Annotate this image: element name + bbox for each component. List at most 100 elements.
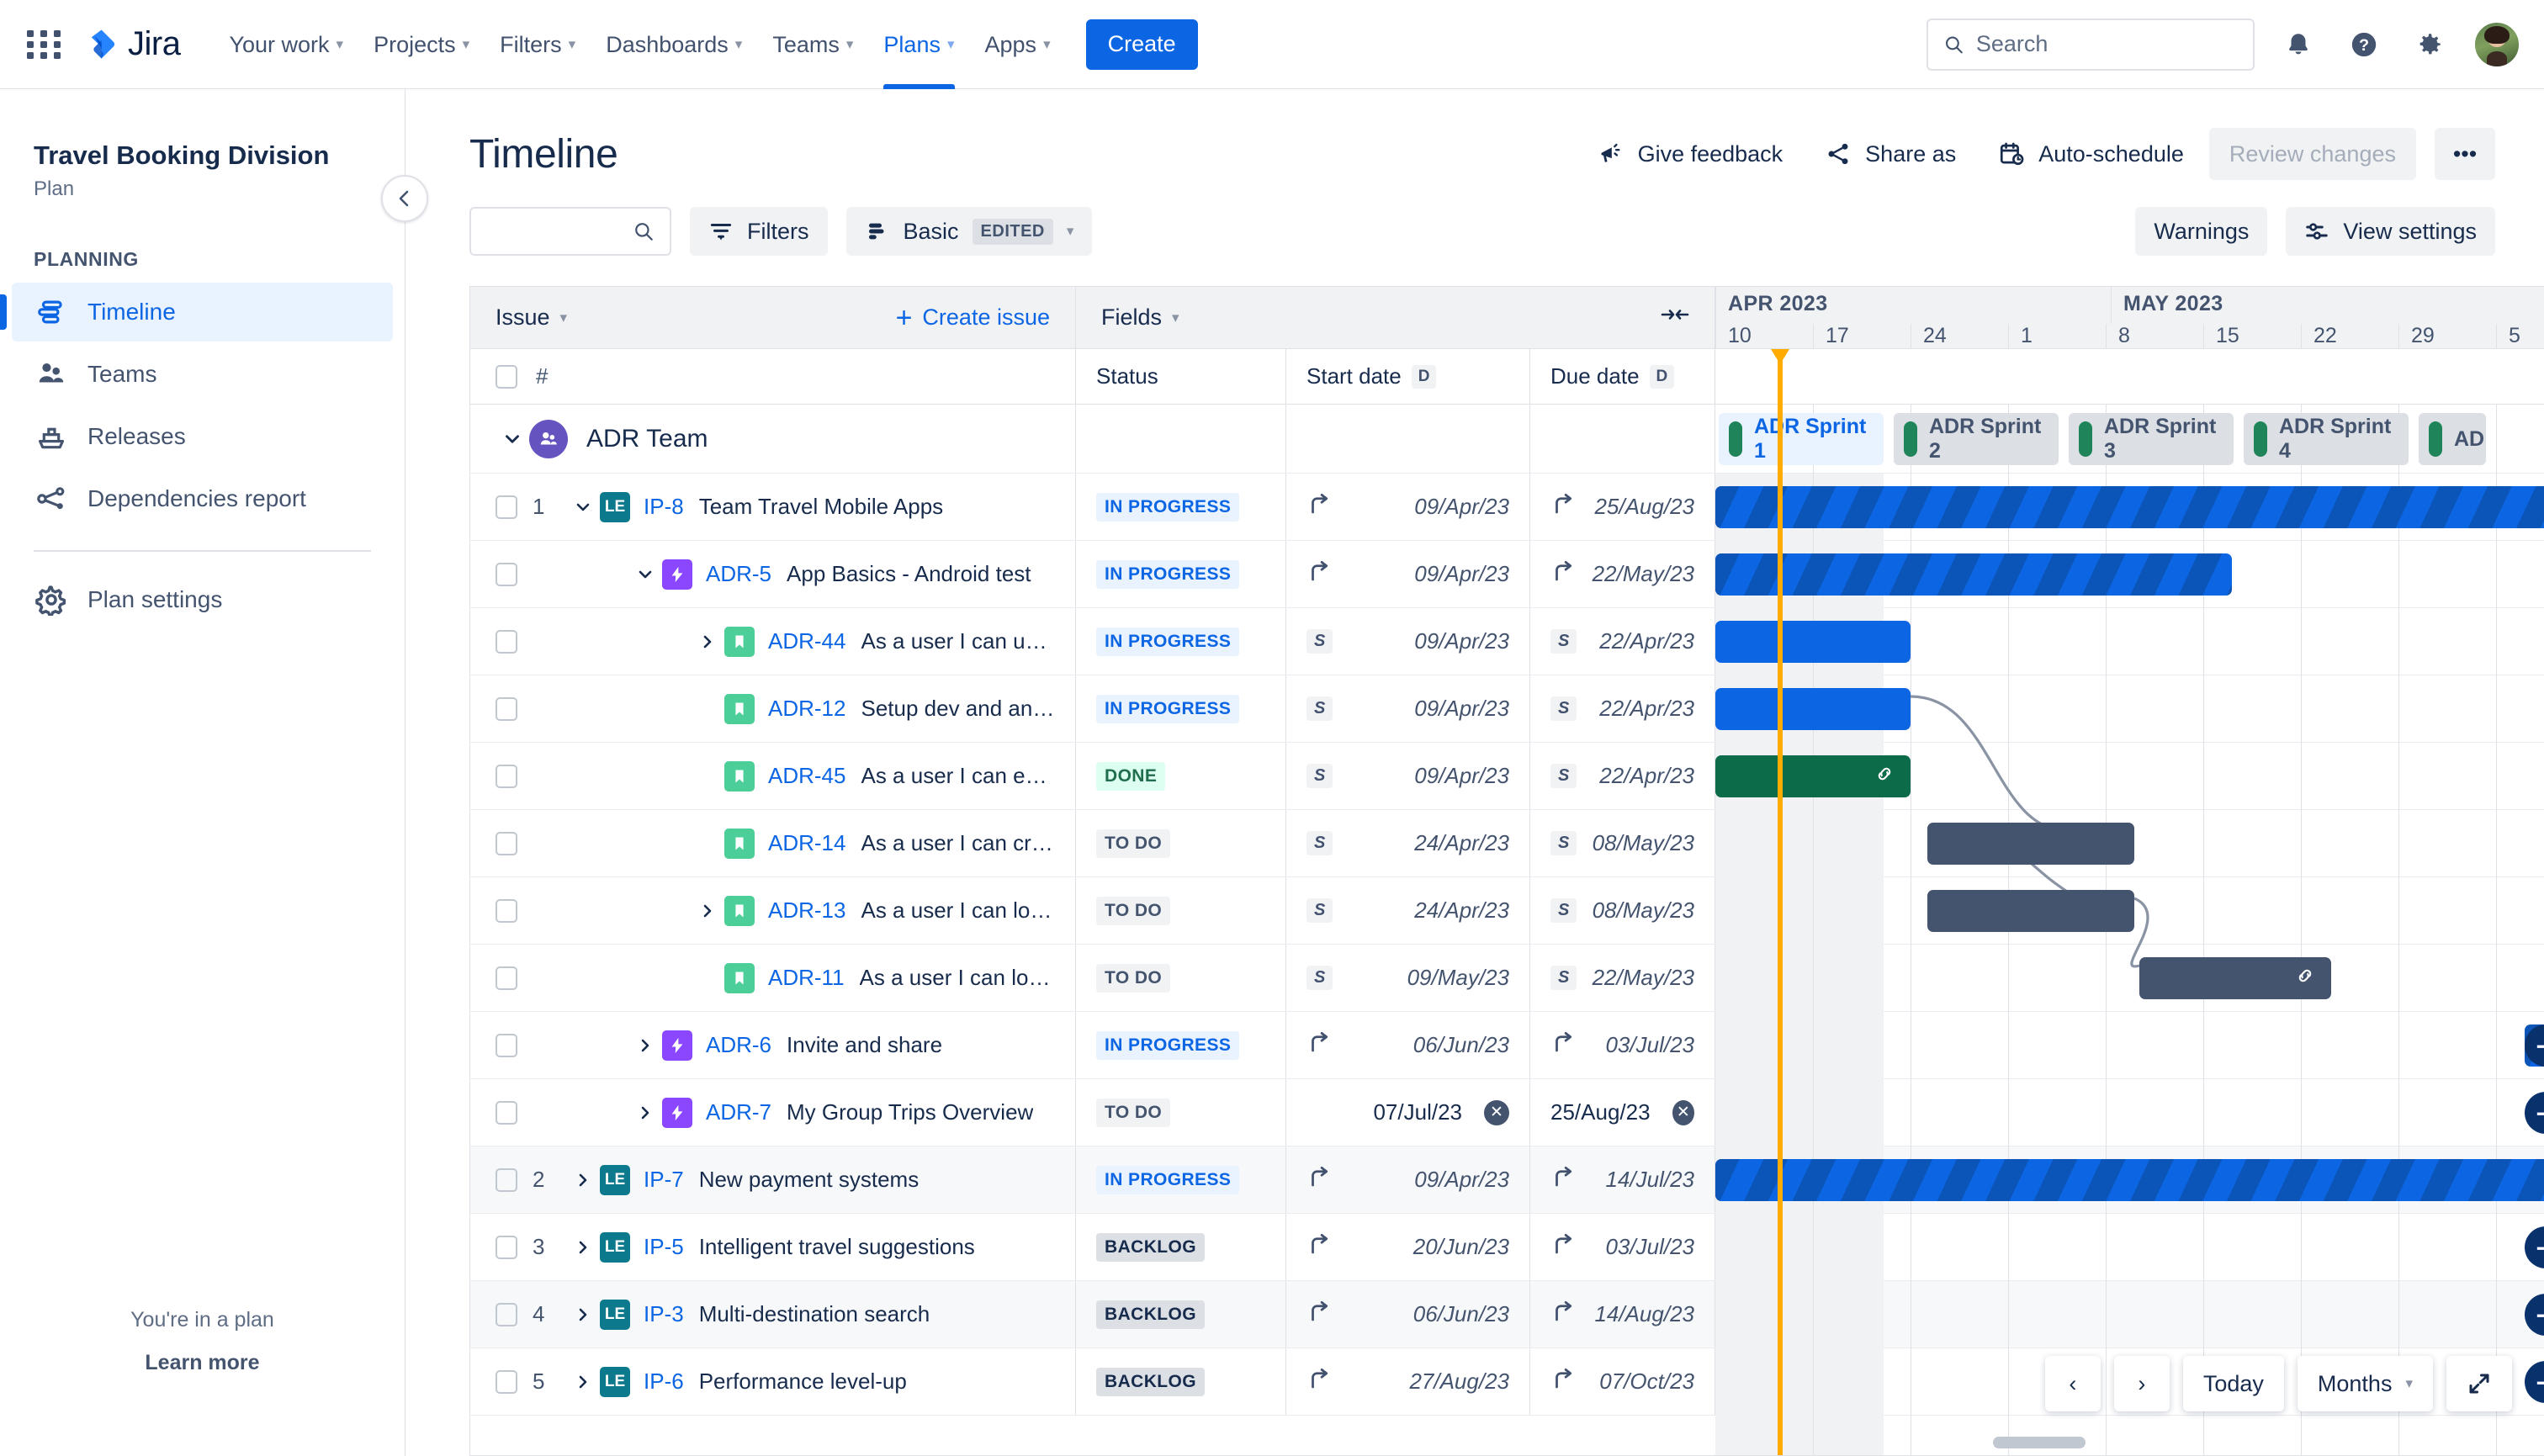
offscreen-indicator-icon[interactable]: ➔ [2525, 1294, 2544, 1336]
group-expand-chevron[interactable] [496, 428, 529, 450]
gantt-bar[interactable] [1715, 621, 1911, 663]
row-status-cell[interactable]: IN PROGRESS [1076, 608, 1286, 675]
timeline-fullscreen-button[interactable] [2446, 1356, 2512, 1411]
issue-key-link[interactable]: ADR-12 [768, 696, 846, 721]
due-date-cell[interactable]: 03/Jul/23 [1530, 1214, 1715, 1280]
select-all-checkbox[interactable] [496, 364, 517, 389]
auto-schedule-button[interactable]: Auto-schedule [1981, 128, 2201, 180]
row-checkbox[interactable] [496, 1302, 517, 1326]
issue-key-link[interactable]: ADR-6 [706, 1032, 772, 1057]
table-row[interactable]: ADR-6 Invite and share IN PROGRESS 06/Jun/2… [470, 1012, 2544, 1079]
issue-key-link[interactable]: ADR-45 [768, 763, 846, 788]
dependency-link-icon[interactable] [2294, 965, 2316, 993]
row-checkbox[interactable] [496, 898, 517, 923]
row-checkbox[interactable] [496, 1369, 517, 1394]
row-checkbox[interactable] [496, 1033, 517, 1057]
start-date-cell[interactable]: 06/Jun/23 [1286, 1012, 1530, 1078]
help-icon[interactable]: ? [2342, 23, 2386, 66]
issue-key-link[interactable]: ADR-44 [768, 628, 846, 654]
gantt-bar[interactable]: ➔ [1715, 1159, 2544, 1201]
sidebar-item-plan-settings[interactable]: Plan settings [12, 570, 393, 629]
nav-projects[interactable]: Projects ▾ [358, 19, 485, 71]
app-switcher-icon[interactable] [25, 26, 62, 63]
sprint-band[interactable]: ADR Sprint 3 [2069, 413, 2234, 465]
start-date-cell[interactable]: S 09/Apr/23 [1286, 743, 1530, 809]
sprint-band[interactable]: AD [2419, 413, 2486, 465]
sidebar-item-timeline[interactable]: Timeline [0, 282, 393, 341]
chevron-down-icon[interactable] [628, 564, 662, 585]
gantt-bar[interactable] [1927, 823, 2134, 865]
create-issue-button[interactable]: + Create issue [896, 304, 1050, 332]
issue-key-link[interactable]: ADR-14 [768, 830, 846, 855]
timeline-horizontal-scrollbar[interactable] [1715, 1437, 2544, 1450]
view-preset-button[interactable]: Basic EDITED ▾ [845, 207, 1093, 256]
gantt-bar[interactable] [2139, 957, 2331, 999]
sidebar-item-dependencies-report[interactable]: Dependencies report [12, 469, 393, 528]
issue-key-link[interactable]: ADR-13 [768, 897, 846, 923]
row-checkbox[interactable] [496, 764, 517, 788]
start-date-cell[interactable]: S 09/Apr/23 [1286, 608, 1530, 675]
due-date-cell[interactable]: S 08/May/23 [1530, 810, 1715, 876]
due-date-cell[interactable]: 25/Aug/23 ✕ [1530, 1079, 1715, 1146]
row-checkbox[interactable] [496, 831, 517, 855]
due-date-cell[interactable]: 14/Jul/23 [1530, 1146, 1715, 1213]
issue-key-link[interactable]: IP-5 [644, 1234, 684, 1259]
plan-search-box[interactable] [469, 207, 671, 256]
collapse-sidebar-button[interactable] [381, 175, 428, 222]
timeline-zoom-select[interactable]: Months ▾ [2297, 1356, 2433, 1411]
sprint-band[interactable]: ADR Sprint 4 [2244, 413, 2409, 465]
table-row[interactable]: ADR-12 Setup dev and and … IN PROGRESS S 09/… [470, 675, 2544, 743]
row-checkbox[interactable] [496, 1100, 517, 1125]
clear-date-icon[interactable]: ✕ [1672, 1099, 1694, 1125]
table-row[interactable]: ADR-11 As a user I can log i… TO DO S 09/May… [470, 945, 2544, 1012]
table-row[interactable]: ADR-5 App Basics - Android test IN PROGRES… [470, 541, 2544, 608]
timeline-next-button[interactable]: › [2113, 1356, 2170, 1411]
offscreen-indicator-icon[interactable]: ➔ [2525, 1092, 2544, 1134]
table-row[interactable]: ADR-45 As a user I can ena… DONE S 09/Apr/23… [470, 743, 2544, 810]
chevron-right-icon[interactable] [566, 1305, 600, 1325]
clear-date-icon[interactable]: ✕ [1484, 1099, 1509, 1125]
due-date-cell[interactable]: S 08/May/23 [1530, 877, 1715, 944]
due-date-cell[interactable]: 07/Oct/23 [1530, 1348, 1715, 1415]
row-status-cell[interactable]: IN PROGRESS [1076, 675, 1286, 742]
sidebar-item-releases[interactable]: Releases [12, 407, 393, 466]
timeline-prev-button[interactable]: ‹ [2044, 1356, 2101, 1411]
learn-more-link[interactable]: Learn more [145, 1351, 260, 1374]
table-row[interactable]: ADR-13 As a user I can log i… TO DO S 24/Apr… [470, 877, 2544, 945]
sprint-band[interactable]: ADR Sprint 2 [1894, 413, 2059, 465]
gantt-bar[interactable]: ➔ [1715, 486, 2544, 528]
settings-gear-icon[interactable] [2408, 23, 2451, 66]
issue-key-link[interactable]: ADR-7 [706, 1099, 772, 1125]
issue-key-link[interactable]: IP-3 [644, 1301, 684, 1326]
row-checkbox[interactable] [496, 1167, 517, 1192]
row-status-cell[interactable]: BACKLOG [1076, 1214, 1286, 1280]
issue-key-link[interactable]: IP-7 [644, 1167, 684, 1192]
due-date-cell[interactable]: 25/Aug/23 [1530, 474, 1715, 540]
table-row[interactable]: 5 LE IP-6 Performance level-up BACKLOG 27/Aug… [470, 1348, 2544, 1416]
offscreen-indicator-icon[interactable]: ➔ [2525, 1024, 2544, 1067]
nav-teams[interactable]: Teams ▾ [757, 19, 868, 71]
start-date-cell[interactable]: 09/Apr/23 [1286, 541, 1530, 607]
row-checkbox[interactable] [496, 1235, 517, 1259]
search-input[interactable] [1975, 31, 2238, 57]
row-status-cell[interactable]: BACKLOG [1076, 1348, 1286, 1415]
table-row[interactable]: ADR-14 As a user I can cre… TO DO S 24/Apr/2… [470, 810, 2544, 877]
row-status-cell[interactable]: IN PROGRESS [1076, 1146, 1286, 1213]
start-date-cell[interactable]: 09/Apr/23 [1286, 474, 1530, 540]
due-date-cell[interactable]: 03/Jul/23 [1530, 1012, 1715, 1078]
row-checkbox[interactable] [496, 495, 517, 519]
create-button[interactable]: Create [1085, 19, 1198, 70]
view-settings-button[interactable]: View settings [2286, 207, 2495, 256]
gantt-bar[interactable] [1715, 688, 1911, 730]
row-status-cell[interactable]: TO DO [1076, 945, 1286, 1011]
gantt-bar[interactable] [1927, 890, 2134, 932]
chevron-right-icon[interactable] [566, 1372, 600, 1392]
start-date-cell[interactable]: S 24/Apr/23 [1286, 810, 1530, 876]
offscreen-indicator-icon[interactable]: ➔ [2525, 1361, 2544, 1403]
chevron-right-icon[interactable] [691, 632, 724, 652]
chevron-down-icon[interactable] [566, 497, 600, 517]
jira-logo[interactable]: Jira [84, 25, 181, 63]
chevron-right-icon[interactable] [691, 901, 724, 921]
filters-button[interactable]: Filters [690, 207, 828, 256]
row-checkbox[interactable] [496, 696, 517, 721]
